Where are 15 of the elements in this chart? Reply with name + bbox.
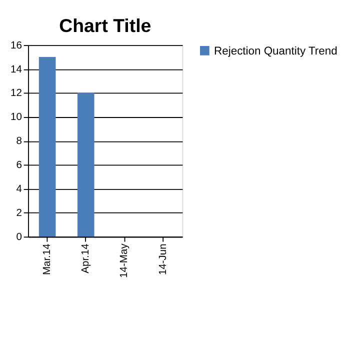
y-tick-label: 16 [10, 40, 22, 52]
x-tick-label: Apr.14 [80, 243, 92, 274]
x-tick-label: Mar.14 [42, 243, 54, 276]
y-tick-label: 6 [16, 160, 22, 172]
chart-title: Chart Title [59, 14, 152, 36]
y-tick-label: 8 [16, 136, 22, 148]
y-tick-label: 4 [16, 184, 22, 196]
y-tick-label: 2 [16, 208, 22, 219]
y-tick-label: 0 [16, 232, 22, 243]
y-tick-label: 12 [10, 88, 22, 100]
y-tick-label: 14 [10, 64, 22, 76]
legend-label: Rejection Quantity Trend [214, 45, 338, 58]
y-tick-label: 10 [10, 112, 22, 124]
x-tick-label: 14-May [119, 242, 130, 278]
x-tick-label: 14-Jun [158, 243, 169, 276]
